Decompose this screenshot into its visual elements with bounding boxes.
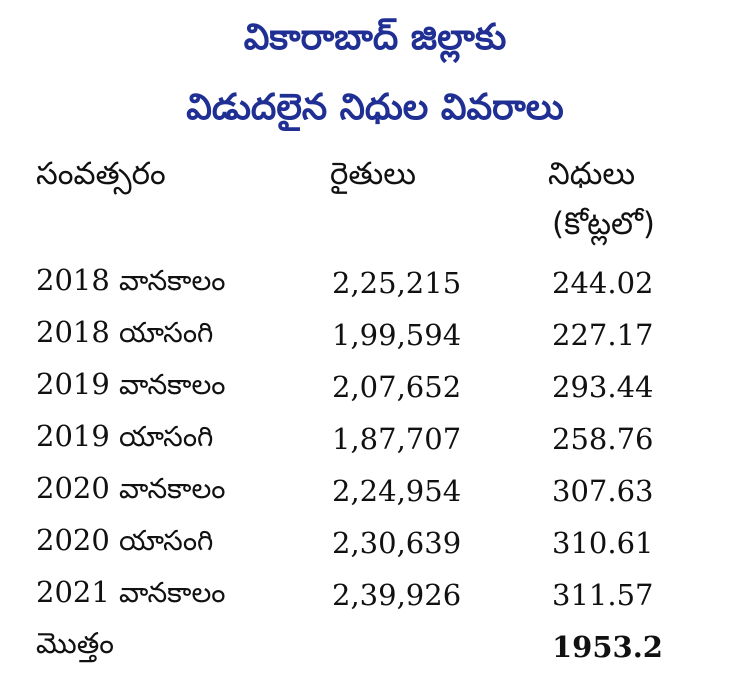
funds-cell: 244.02: [552, 266, 654, 300]
title-line-2: విడుదలైన నిధుల వివరాలు: [186, 87, 564, 128]
total-funds: 1953.2: [552, 630, 663, 664]
season-value: యాసంగి: [119, 523, 214, 557]
year-value: 2019: [36, 418, 110, 453]
farmers-cell: 2,07,652: [332, 370, 462, 404]
year-value: 2021: [36, 574, 110, 609]
season-value: వానకాలం: [119, 471, 226, 505]
year-cell: 2020 యాసంగి: [36, 517, 332, 569]
year-value: 2020: [36, 522, 110, 557]
season-value: వానకాలం: [119, 367, 226, 401]
total-row: మొత్తం 1953.2: [36, 621, 692, 673]
table-row: 2020 వానకాలం 2,24,954 307.63: [36, 465, 692, 517]
season-value: వానకాలం: [119, 263, 226, 297]
year-cell: 2019 యాసంగి: [36, 413, 332, 465]
table-row: 2018 యాసంగి 1,99,594 227.17: [36, 309, 692, 361]
header-funds: నిధులు: [548, 156, 636, 192]
year-value: 2018: [36, 262, 110, 297]
total-farmers: [332, 621, 552, 673]
season-value: వానకాలం: [119, 575, 226, 609]
season-value: యాసంగి: [119, 315, 214, 349]
funds-cell: 311.57: [552, 578, 654, 612]
funds-cell: 293.44: [552, 370, 654, 404]
header-year: సంవత్సరం: [36, 156, 166, 192]
year-value: 2019: [36, 366, 110, 401]
year-cell: 2020 వానకాలం: [36, 465, 332, 517]
year-cell: 2018 యాసంగి: [36, 309, 332, 361]
farmers-cell: 1,99,594: [332, 318, 462, 352]
year-value: 2018: [36, 314, 110, 349]
farmers-cell: 1,87,707: [332, 422, 462, 456]
table-row: 2021 వానకాలం 2,39,926 311.57: [36, 569, 692, 621]
table-row: 2020 యాసంగి 2,30,639 310.61: [36, 517, 692, 569]
farmers-cell: 2,39,926: [332, 578, 462, 612]
funds-cell: 227.17: [552, 318, 654, 352]
farmers-cell: 2,30,639: [332, 526, 462, 560]
header-funds-unit: (కోట్లలో): [552, 206, 655, 242]
table-row: 2019 యాసంగి 1,87,707 258.76: [36, 413, 692, 465]
funds-cell: 310.61: [552, 526, 654, 560]
season-value: యాసంగి: [119, 419, 214, 453]
table-row: 2018 వానకాలం 2,25,215 244.02: [36, 257, 692, 309]
title-line-1: వికారాబాద్ జిల్లాకు: [243, 17, 507, 58]
year-value: 2020: [36, 470, 110, 505]
funds-cell: 258.76: [552, 422, 654, 456]
header-farmers: రైతులు: [330, 156, 416, 192]
year-cell: 2021 వానకాలం: [36, 569, 332, 621]
total-label: మొత్తం: [36, 626, 114, 660]
funds-table: 2018 వానకాలం 2,25,215 244.02 2018 యాసంగి…: [36, 257, 692, 673]
year-cell: 2018 వానకాలం: [36, 257, 332, 309]
funds-cell: 307.63: [552, 474, 654, 508]
farmers-cell: 2,24,954: [332, 474, 462, 508]
year-cell: 2019 వానకాలం: [36, 361, 332, 413]
farmers-cell: 2,25,215: [332, 266, 462, 300]
table-row: 2019 వానకాలం 2,07,652 293.44: [36, 361, 692, 413]
